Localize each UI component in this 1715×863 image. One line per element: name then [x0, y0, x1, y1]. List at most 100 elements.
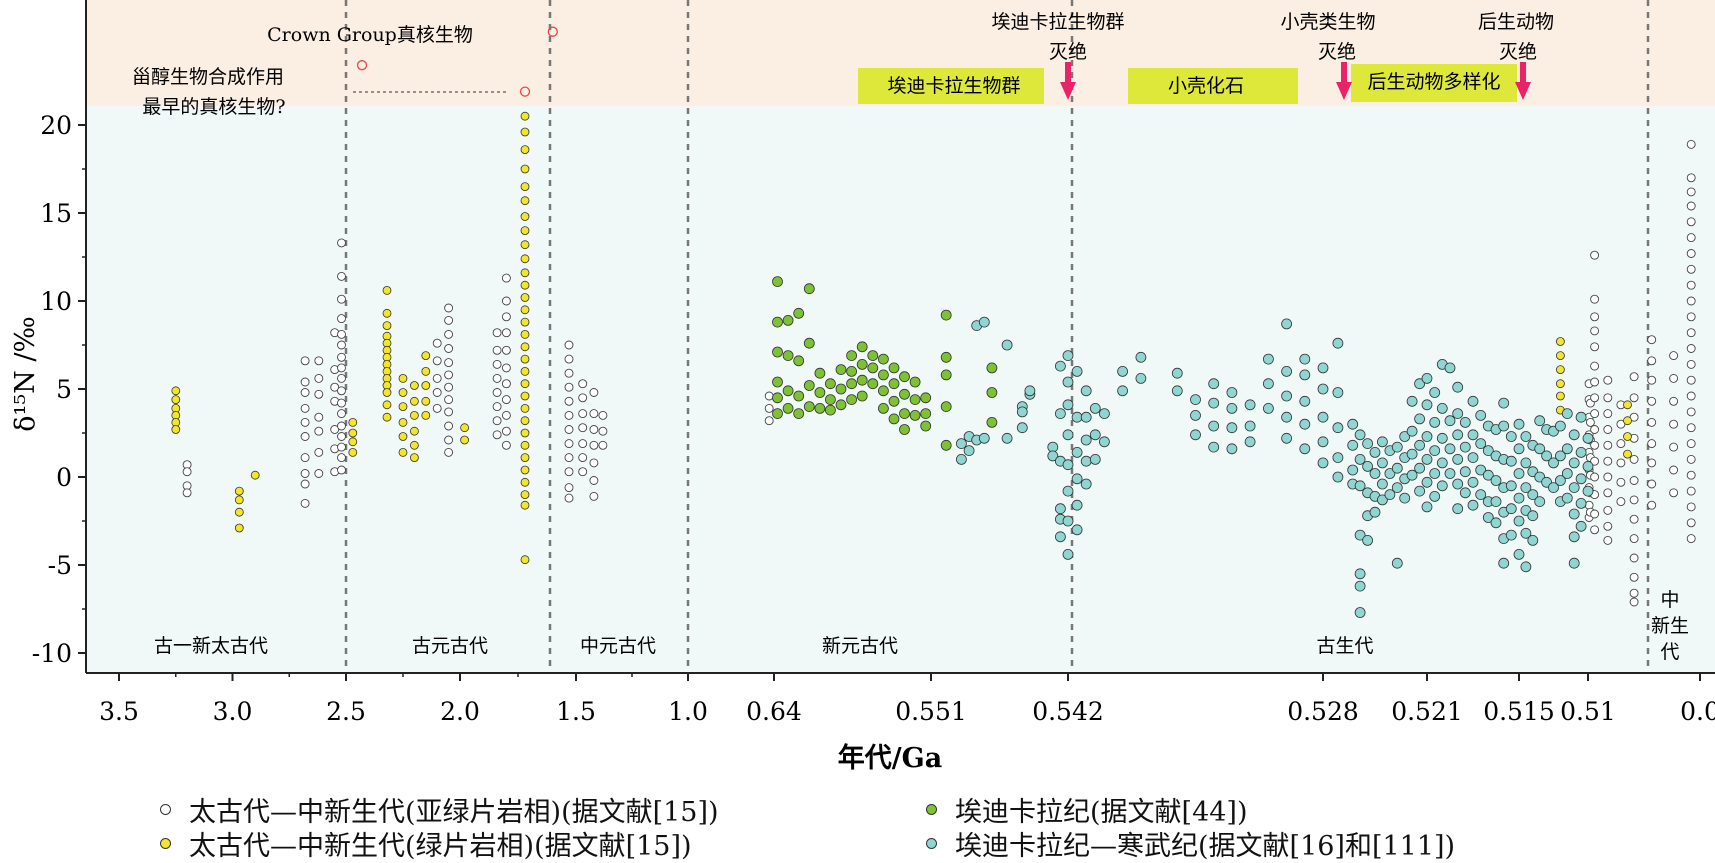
data-point	[1541, 450, 1552, 462]
data-point	[1575, 520, 1587, 532]
data-point	[793, 408, 805, 420]
red-marker-point	[519, 86, 531, 97]
data-point	[1561, 408, 1573, 420]
data-point	[1505, 503, 1517, 515]
data-point	[398, 447, 408, 457]
data-point	[1686, 344, 1696, 353]
data-point	[564, 410, 574, 420]
data-point	[1669, 419, 1679, 429]
data-point	[444, 407, 454, 417]
data-point	[398, 432, 408, 441]
data-point	[520, 366, 530, 376]
data-point	[1686, 470, 1696, 480]
data-point	[520, 342, 530, 352]
data-point	[1513, 492, 1525, 504]
data-point	[793, 307, 805, 319]
x-tick-label: 0.542	[1032, 697, 1104, 726]
data-point	[171, 395, 181, 405]
data-point	[589, 409, 599, 419]
data-point	[564, 483, 574, 493]
x-tick-label: 0.521	[1391, 697, 1463, 726]
data-point	[986, 362, 998, 374]
data-point	[1391, 482, 1403, 494]
data-point	[1582, 432, 1594, 444]
data-point	[337, 314, 346, 324]
data-point	[520, 354, 530, 364]
data-point	[1399, 492, 1411, 504]
y-tick-labels: 20 15 10 5 0 -5 -10	[32, 111, 72, 668]
data-point	[1629, 553, 1639, 563]
data-point	[1686, 139, 1696, 149]
data-point	[1629, 476, 1639, 485]
data-point	[878, 369, 889, 381]
data-point	[1244, 436, 1256, 448]
annotation-ediacara-extinction-2: 灭绝	[1049, 41, 1087, 63]
data-point	[1534, 496, 1546, 508]
data-point	[1475, 464, 1487, 476]
data-point	[1436, 432, 1448, 444]
data-point	[1590, 342, 1600, 352]
data-point	[1071, 524, 1083, 536]
data-point	[1384, 468, 1396, 479]
data-point	[1590, 393, 1600, 403]
data-point	[300, 388, 310, 397]
data-point	[501, 426, 511, 436]
data-point	[1669, 396, 1679, 406]
data-point	[1629, 495, 1639, 505]
data-point	[578, 393, 588, 403]
data-point	[1582, 485, 1594, 497]
data-point	[234, 495, 244, 505]
data-point	[314, 447, 324, 457]
data-point	[1391, 557, 1403, 569]
data-point	[1561, 492, 1573, 504]
data-point	[867, 350, 879, 362]
data-point	[501, 395, 511, 405]
data-point	[878, 402, 889, 414]
data-point	[1299, 353, 1311, 365]
legend-marker-green	[926, 804, 937, 815]
data-point	[1616, 439, 1626, 449]
data-point	[1590, 525, 1600, 535]
data-point	[1406, 469, 1418, 481]
data-point	[421, 366, 431, 376]
plot-background	[86, 0, 1715, 673]
annotation-sterol-line1: 甾醇生物合成作用	[132, 66, 284, 88]
data-point	[1354, 429, 1366, 441]
data-point	[1590, 409, 1600, 419]
data-point	[1459, 441, 1471, 453]
data-point	[1568, 482, 1580, 494]
data-point	[920, 420, 932, 432]
data-point	[793, 355, 805, 367]
data-point	[1080, 434, 1092, 446]
data-point	[1459, 466, 1471, 478]
data-point	[564, 425, 574, 434]
data-point	[1520, 561, 1532, 573]
data-point	[171, 425, 181, 434]
data-point	[520, 490, 530, 500]
data-point	[846, 394, 857, 406]
data-point	[1575, 473, 1587, 485]
data-point	[1089, 453, 1101, 465]
data-point	[1089, 429, 1101, 441]
data-point	[501, 273, 511, 283]
data-point	[1452, 381, 1464, 393]
data-point	[564, 382, 574, 392]
data-point	[578, 409, 588, 419]
data-point	[1332, 337, 1344, 349]
data-point	[432, 373, 442, 383]
era-label-neoproterozoic: 新元古代	[822, 635, 898, 657]
data-point	[1062, 399, 1074, 411]
data-point	[1520, 527, 1532, 539]
data-point	[1629, 572, 1639, 582]
data-point	[825, 404, 836, 416]
data-point	[1686, 280, 1696, 290]
data-point	[1505, 431, 1517, 442]
era-label-paleoproterozoic: 古元古代	[412, 635, 488, 657]
data-point	[1647, 335, 1657, 345]
data-point	[300, 479, 310, 489]
x-tick-label: 2.5	[326, 697, 366, 726]
x-tick-label: 1.5	[556, 697, 596, 726]
data-point	[986, 387, 998, 398]
data-point	[782, 350, 794, 362]
data-point	[1686, 328, 1696, 338]
